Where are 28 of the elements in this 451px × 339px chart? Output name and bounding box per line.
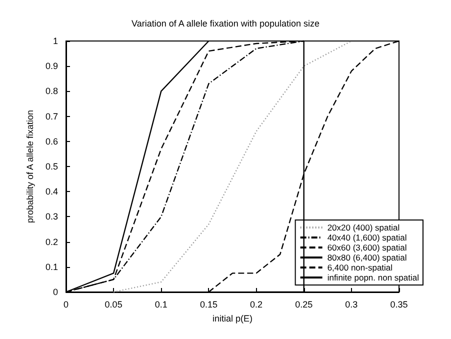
legend-label: infinite popn. non spatial (327, 272, 420, 282)
y-tick-label: 0.3 (45, 212, 58, 222)
legend-label: 20x20 (400) spatial (327, 222, 400, 232)
legend-label: 40x40 (1,600) spatial (327, 232, 407, 242)
chart-title: Variation of A allele fixation with population size (132, 18, 320, 28)
x-axis-title: initial p(E) (212, 313, 253, 324)
y-tick-label: 1 (52, 36, 58, 46)
legend-label: 6,400 non-spatial (327, 262, 393, 272)
x-tick-label: 0.05 (104, 300, 122, 310)
x-tick-label: 0 (63, 300, 69, 310)
y-tick-label: 0 (52, 287, 58, 297)
y-axis-title: probability of A allele fixation (25, 110, 36, 224)
legend-label: 60x60 (3,600) spatial (327, 242, 407, 252)
x-tick-label: 0.15 (200, 300, 218, 310)
x-tick-label: 0.2 (250, 300, 263, 310)
legend-label: 80x80 (6,400) spatial (327, 252, 407, 262)
x-tick-label: 0.25 (295, 300, 313, 310)
y-tick-label: 0.9 (45, 61, 58, 72)
x-tick-label: 0.1 (154, 300, 168, 310)
y-tick-label: 0.4 (45, 186, 58, 197)
x-tick-label: 0.3 (345, 300, 358, 310)
y-tick-label: 0.1 (45, 262, 58, 272)
y-tick-label: 0.7 (45, 111, 58, 122)
y-tick-label: 0.2 (45, 236, 58, 247)
y-tick-label: 0.6 (45, 136, 58, 146)
y-tick-label: 0.8 (45, 86, 58, 96)
y-tick-label: 0.5 (45, 162, 58, 172)
x-tick-label: 0.35 (390, 300, 408, 310)
